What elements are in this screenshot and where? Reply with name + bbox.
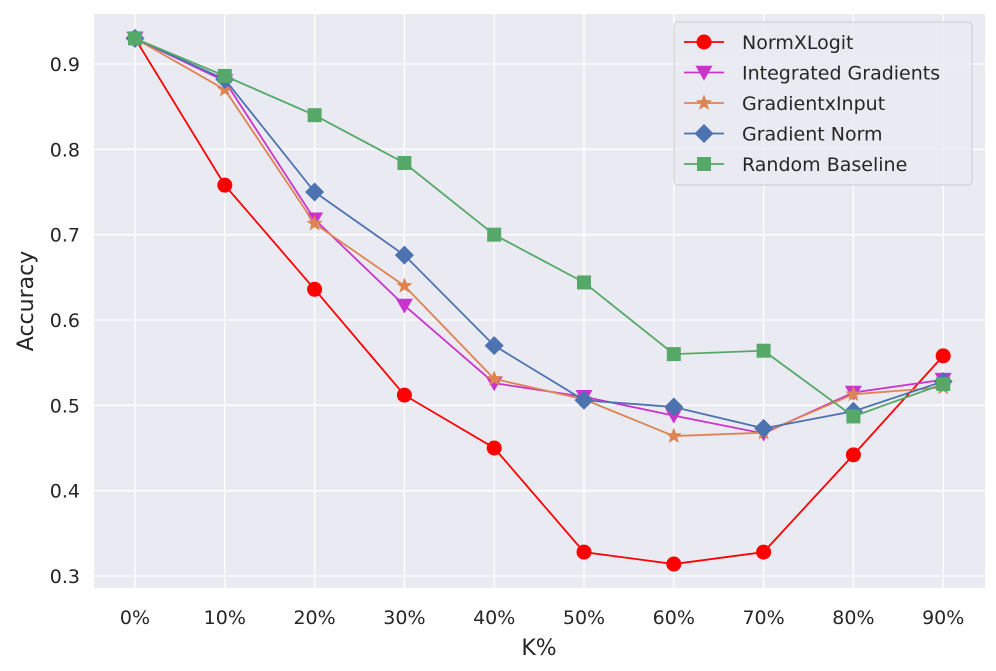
data-point-random-baseline [487,227,502,242]
y-axis-title: Accuracy [14,251,39,351]
data-point-random-baseline [666,347,681,362]
data-point-random-baseline [936,377,951,391]
legend-marker-random-baseline [697,157,711,171]
legend-marker-gradientxinput [695,94,713,110]
legend: NormXLogit Integrated Gradients GradientxI… [673,21,973,186]
x-tick-label: 80% [832,607,874,629]
x-tick-label: 0% [120,607,150,629]
y-tick-label: 0.3 [50,566,80,588]
legend-box [673,21,973,186]
y-tick-label: 0.9 [50,54,80,76]
legend-label-random-baseline: Random Baseline [742,154,907,176]
data-point-gradient-norm [394,245,414,265]
series-random-baseline [128,31,951,424]
x-tick-label: 50% [563,607,605,629]
legend-label-gradientxinput: GradientxInput [742,93,885,115]
series-line-gradient-norm [134,37,944,430]
y-tick-label: 0.5 [50,395,80,417]
data-point-random-baseline [846,409,861,424]
data-point-random-baseline [756,343,771,358]
y-tick-label: 0.8 [50,139,80,161]
x-tick-label: 70% [742,607,784,629]
data-point-normxlogit [576,544,592,560]
data-point-normxlogit [486,440,502,456]
data-point-gradientxinput [306,215,323,231]
y-tick-labels: 0.3 0.4 0.5 0.6 0.7 0.8 0.9 [50,54,80,588]
y-tick-label: 0.4 [50,481,80,503]
data-point-gradientxinput [396,277,413,293]
series-line-gradientxinput [134,37,944,437]
x-tick-label: 60% [653,607,695,629]
data-point-normxlogit [396,387,412,403]
legend-marker-normxlogit [696,34,712,50]
series-line-normxlogit [134,37,944,565]
data-point-normxlogit [756,544,772,560]
series-line-random-baseline [134,37,944,418]
data-point-gradient-norm [484,336,504,356]
data-point-normxlogit [217,177,233,193]
data-point-normxlogit [666,556,682,572]
x-tick-label: 40% [473,607,515,629]
data-point-gradient-norm [664,397,684,417]
data-point-gradientxinput [845,385,862,402]
x-tick-label: 30% [383,607,425,629]
data-point-random-baseline [217,68,232,83]
legend-label-gradient-norm: Gradient Norm [742,124,883,146]
legend-label-normxlogit: NormXLogit [742,32,854,54]
x-tick-label: 90% [922,607,964,629]
data-point-gradient-norm [754,418,774,438]
data-point-gradient-norm [574,390,594,410]
data-point-gradient-norm [305,182,325,202]
legend-label-integrated-gradients: Integrated Gradients [742,63,940,85]
legend-marker-integrated-gradients [695,65,713,81]
data-point-normxlogit [307,281,323,297]
x-tick-label: 10% [204,607,246,629]
series-lines [125,28,953,572]
legend-marker-gradient-norm [694,124,714,143]
data-point-random-baseline [128,31,142,46]
data-point-random-baseline [397,155,412,170]
data-point-random-baseline [307,108,322,123]
data-point-gradientxinput [665,427,682,443]
x-axis-title: K% [521,636,556,661]
data-point-gradientxinput [486,370,503,386]
x-tick-label: 20% [293,607,335,629]
data-point-normxlogit [845,447,861,463]
x-tick-labels: 0% 10% 20% 30% 40% 50% 60% 70% 80% 90% [120,607,964,629]
data-point-integrated-gradients [395,298,413,314]
data-point-random-baseline [577,275,591,290]
y-tick-label: 0.6 [50,310,80,332]
data-point-normxlogit [935,348,951,364]
y-tick-label: 0.7 [50,225,80,247]
